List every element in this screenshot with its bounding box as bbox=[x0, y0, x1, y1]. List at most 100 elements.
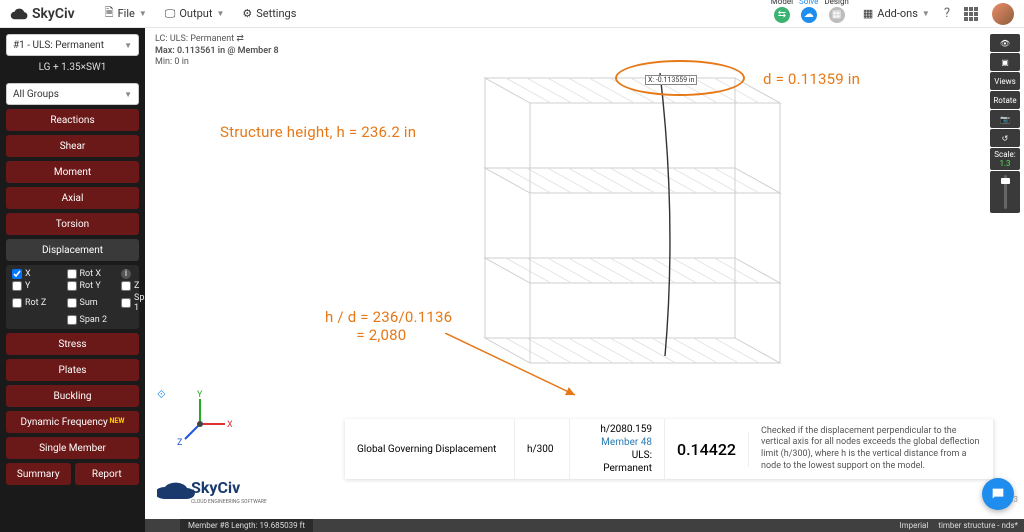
filename-indicator[interactable]: timber structure - nds* bbox=[938, 521, 1018, 530]
annotation-ellipse bbox=[615, 60, 745, 96]
annotation-height: Structure height, h = 236.2 in bbox=[220, 123, 416, 141]
mode-solve[interactable]: Solve☁ bbox=[799, 0, 818, 23]
scale-slider[interactable] bbox=[990, 171, 1020, 213]
cloud-solve-icon: ☁ bbox=[801, 7, 817, 23]
axial-button[interactable]: Axial bbox=[6, 187, 139, 209]
mode-solve-label: Solve bbox=[799, 0, 818, 6]
stress-button[interactable]: Stress bbox=[6, 333, 139, 355]
single-member-button[interactable]: Single Member bbox=[6, 437, 139, 459]
mode-design[interactable]: Design▦ bbox=[824, 0, 848, 23]
menu-file[interactable]: 🗎 File ▼ bbox=[105, 4, 147, 23]
monitor-icon: 🖵 bbox=[165, 7, 176, 21]
view-toolbar: 👁 ▣ Views Rotate 📷 ↺ Scale:1.3 bbox=[990, 34, 1020, 213]
tp-details: h/2080.159 Member 48 ULS: Permanent bbox=[570, 419, 665, 479]
buckling-button[interactable]: Buckling bbox=[6, 385, 139, 407]
lc-name: LC: ULS: Permanent ⇄ bbox=[155, 34, 279, 46]
chevron-down-icon: ▼ bbox=[124, 90, 132, 99]
opt-rotx[interactable]: Rot X bbox=[67, 269, 118, 279]
checkbox-x[interactable] bbox=[12, 269, 22, 279]
checkbox-rotz[interactable] bbox=[12, 298, 22, 308]
screenshot-button[interactable]: 📷 bbox=[990, 110, 1020, 128]
menu-settings[interactable]: ⚙ Settings bbox=[242, 4, 296, 23]
top-menu: 🗎 File ▼ 🖵Output ▼ ⚙ Settings bbox=[105, 4, 297, 23]
chevron-down-icon: ▼ bbox=[922, 9, 930, 18]
topbar-right: Model⇆ Solve☁ Design▦ ▦Add-ons▼ ? bbox=[771, 1, 1014, 27]
mode-model[interactable]: Model⇆ bbox=[771, 0, 793, 23]
slider-thumb[interactable] bbox=[1001, 178, 1010, 184]
units-indicator[interactable]: Imperial bbox=[899, 521, 928, 530]
governing-displacement-panel: Global Governing Displacement h/300 h/20… bbox=[345, 419, 994, 479]
load-combo-value: #1 - ULS: Permanent bbox=[13, 40, 104, 51]
plates-button[interactable]: Plates bbox=[6, 359, 139, 381]
rotate-button[interactable]: Rotate bbox=[990, 91, 1020, 109]
summary-button[interactable]: Summary bbox=[6, 463, 71, 485]
checkbox-sum[interactable] bbox=[67, 298, 77, 308]
opt-rotz[interactable]: Rot Z bbox=[12, 293, 63, 313]
chevron-down-icon: ▼ bbox=[139, 9, 147, 18]
load-formula: LG + 1.35×SW1 bbox=[6, 60, 139, 79]
skyciv-watermark: SkyCivCLOUD ENGINEERING SOFTWARE bbox=[157, 473, 277, 513]
visibility-button[interactable]: 👁 bbox=[990, 34, 1020, 52]
user-avatar[interactable] bbox=[992, 3, 1014, 25]
reset-view-button[interactable]: ↺ bbox=[990, 129, 1020, 147]
chat-launcher[interactable] bbox=[982, 478, 1014, 510]
link-icon: ⇆ bbox=[774, 7, 790, 23]
opt-x[interactable]: X bbox=[12, 269, 63, 279]
help-icon[interactable]: ? bbox=[944, 6, 950, 21]
opt-span1[interactable]: Span 1 bbox=[121, 293, 133, 313]
mode-switcher: Model⇆ Solve☁ Design▦ bbox=[771, 0, 849, 23]
tp-member[interactable]: Member 48 bbox=[582, 436, 652, 449]
mode-model-label: Model bbox=[771, 0, 793, 6]
opt-z[interactable]: Z bbox=[121, 281, 133, 291]
addons-menu[interactable]: ▦Add-ons▼ bbox=[863, 7, 930, 20]
apps-grid-icon[interactable] bbox=[964, 7, 978, 21]
scale-indicator: Scale:1.3 bbox=[990, 148, 1020, 170]
report-button[interactable]: Report bbox=[75, 463, 140, 485]
chat-icon bbox=[990, 486, 1006, 502]
svg-text:X: X bbox=[227, 420, 233, 430]
axis-gizmo[interactable]: X Y Z bbox=[175, 389, 235, 449]
annotation-d: d = 0.11359 in bbox=[763, 70, 860, 88]
top-bar: SkyCiv 🗎 File ▼ 🖵Output ▼ ⚙ Settings Model⇆ … bbox=[0, 0, 1024, 28]
mode-design-label: Design bbox=[824, 0, 848, 6]
chevron-down-icon: ▼ bbox=[124, 41, 132, 50]
tp-ratio: h/2080.159 bbox=[582, 423, 652, 436]
group-value: All Groups bbox=[13, 89, 59, 100]
moment-button[interactable]: Moment bbox=[6, 161, 139, 183]
gear-icon: ⚙ bbox=[242, 7, 252, 20]
reactions-button[interactable]: Reactions bbox=[6, 109, 139, 131]
info-icon[interactable]: i bbox=[121, 269, 131, 279]
viewcube-button[interactable]: ▣ bbox=[990, 53, 1020, 71]
checkbox-z[interactable] bbox=[121, 281, 131, 291]
shear-button[interactable]: Shear bbox=[6, 135, 139, 157]
opt-roty[interactable]: Rot Y bbox=[67, 281, 118, 291]
displacement-button[interactable]: Displacement bbox=[6, 239, 139, 261]
chevron-down-icon: ▼ bbox=[216, 9, 224, 18]
checkbox-y[interactable] bbox=[12, 281, 22, 291]
group-select[interactable]: All Groups ▼ bbox=[6, 83, 139, 105]
opt-span2[interactable]: Span 2 bbox=[67, 315, 118, 325]
views-button[interactable]: Views bbox=[990, 72, 1020, 90]
checkbox-span1[interactable] bbox=[121, 298, 131, 308]
checkbox-rotx[interactable] bbox=[67, 269, 77, 279]
brand-logo[interactable]: SkyCiv bbox=[10, 5, 75, 23]
menu-file-label: File bbox=[118, 7, 135, 20]
menu-output[interactable]: 🖵Output ▼ bbox=[165, 4, 225, 23]
menu-output-label: Output bbox=[179, 7, 212, 20]
menu-settings-label: Settings bbox=[256, 7, 296, 20]
opt-y[interactable]: Y bbox=[12, 281, 63, 291]
svg-text:CLOUD ENGINEERING SOFTWARE: CLOUD ENGINEERING SOFTWARE bbox=[191, 499, 267, 505]
checkbox-span2[interactable] bbox=[67, 315, 77, 325]
load-combo-select[interactable]: #1 - ULS: Permanent ▼ bbox=[6, 34, 139, 56]
torsion-button[interactable]: Torsion bbox=[6, 213, 139, 235]
opt-sum[interactable]: Sum bbox=[67, 293, 118, 313]
cloud-icon bbox=[10, 5, 28, 23]
nav-cube-icon[interactable]: ⟐ bbox=[157, 388, 166, 402]
brand-text: SkyCiv bbox=[32, 6, 75, 22]
dynamic-frequency-button[interactable]: Dynamic Frequency bbox=[6, 411, 139, 433]
model-canvas[interactable]: LC: ULS: Permanent ⇄ Max: 0.113561 in @ … bbox=[145, 28, 1024, 519]
tp-limit: h/300 bbox=[515, 419, 570, 479]
file-icon: 🗎 bbox=[105, 4, 114, 23]
checkbox-roty[interactable] bbox=[67, 281, 77, 291]
member-length-readout: Member #8 Length: 19.685039 ft bbox=[180, 519, 313, 532]
